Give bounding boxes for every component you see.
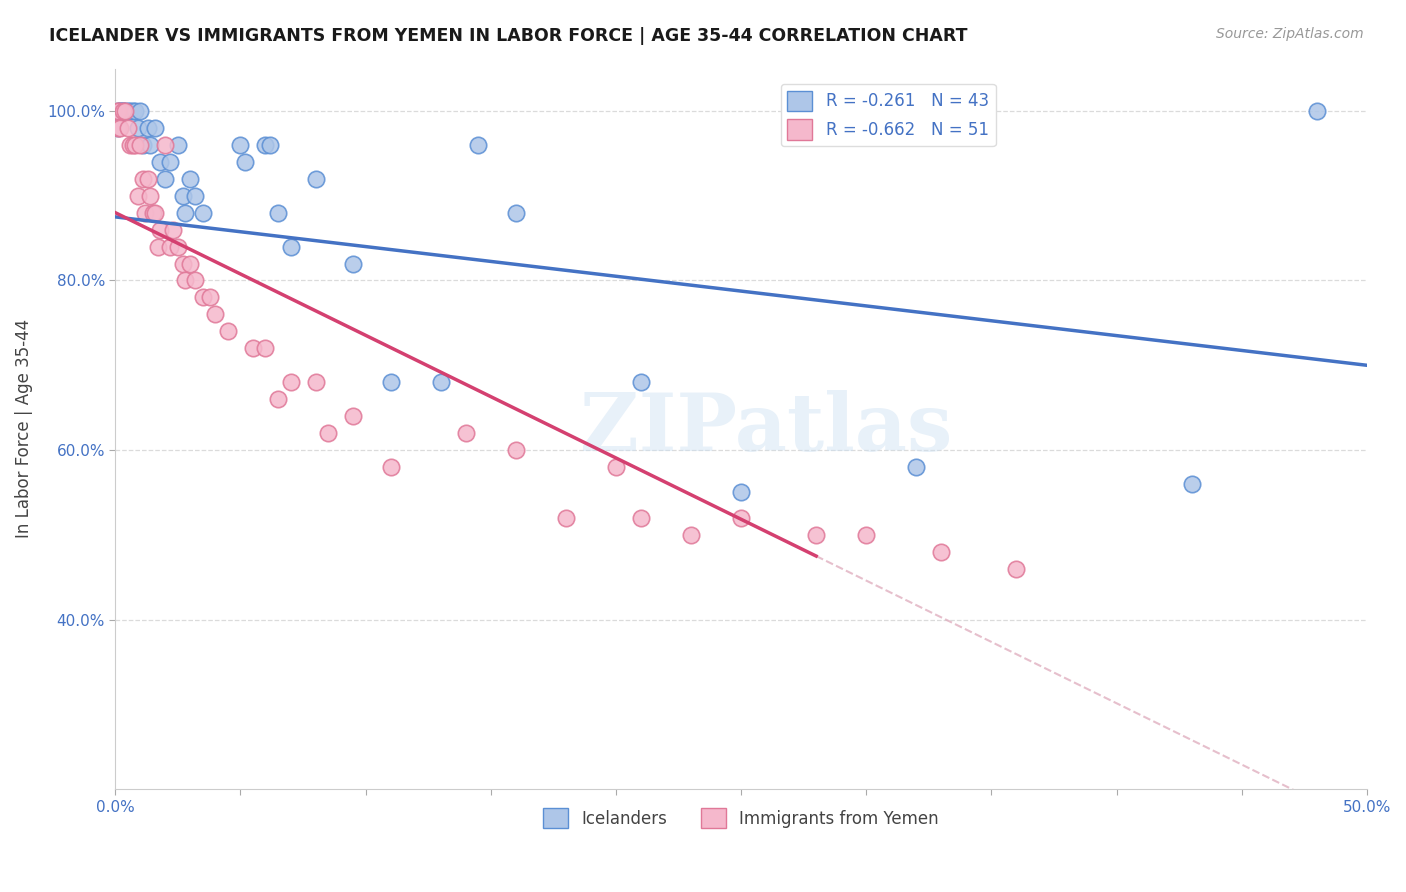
Point [111,103,134,118]
Point [146,239,169,253]
Point [235,154,257,169]
Point [905,460,928,475]
Point [107,120,129,135]
Point [127,120,149,135]
Point [259,137,281,152]
Point [172,256,194,270]
Point [730,485,752,500]
Point [1005,562,1028,576]
Point [120,103,142,118]
Point [136,120,159,135]
Point [730,511,752,525]
Point [127,188,149,202]
Point [174,273,197,287]
Point [167,137,190,152]
Point [467,137,489,152]
Point [554,511,576,525]
Point [630,511,652,525]
Point [136,171,159,186]
Point [114,103,136,118]
Text: ZIPatlas: ZIPatlas [579,390,952,468]
Point [184,273,207,287]
Point [134,205,156,219]
Point [139,137,162,152]
Point [129,103,152,118]
Point [124,137,146,152]
Point [679,528,702,542]
Point [267,392,290,407]
Point [929,545,952,559]
Text: Source: ZipAtlas.com: Source: ZipAtlas.com [1216,27,1364,41]
Point [191,205,214,219]
Point [114,103,136,118]
Point [120,137,142,152]
Point [204,307,226,321]
Point [304,376,326,390]
Point [139,188,162,202]
Point [174,205,197,219]
Point [143,205,166,219]
Point [380,376,402,390]
Point [155,171,177,186]
Y-axis label: In Labor Force | Age 35-44: In Labor Force | Age 35-44 [15,319,32,539]
Point [280,239,302,253]
Point [162,222,184,236]
Point [254,341,277,355]
Point [155,137,177,152]
Point [110,103,132,118]
Point [149,222,172,236]
Point [117,103,139,118]
Point [142,205,165,219]
Point [217,324,239,338]
Point [804,528,827,542]
Point [380,460,402,475]
Point [316,426,339,441]
Point [605,460,627,475]
Point [159,154,181,169]
Point [630,376,652,390]
Point [132,171,155,186]
Point [454,426,477,441]
Point [167,239,190,253]
Point [254,137,277,152]
Point [107,120,129,135]
Point [121,103,143,118]
Point [117,120,139,135]
Point [111,103,134,118]
Point [149,154,172,169]
Point [267,205,290,219]
Point [129,137,152,152]
Point [1306,103,1329,118]
Point [132,137,155,152]
Point [124,103,146,118]
Point [110,103,132,118]
Point [304,171,326,186]
Point [179,171,201,186]
Point [200,290,222,304]
Point [110,120,132,135]
Point [505,205,527,219]
Point [342,409,364,424]
Point [184,188,207,202]
Point [1181,477,1204,491]
Point [107,103,129,118]
Point [280,376,302,390]
Point [505,443,527,458]
Text: ICELANDER VS IMMIGRANTS FROM YEMEN IN LABOR FORCE | AGE 35-44 CORRELATION CHART: ICELANDER VS IMMIGRANTS FROM YEMEN IN LA… [49,27,967,45]
Point [159,239,181,253]
Point [172,188,194,202]
Point [121,137,143,152]
Point [229,137,252,152]
Point [342,256,364,270]
Point [429,376,451,390]
Point [143,120,166,135]
Point [855,528,877,542]
Point [191,290,214,304]
Point [179,256,201,270]
Point [111,103,134,118]
Point [107,103,129,118]
Point [242,341,264,355]
Legend: Icelanders, Immigrants from Yemen: Icelanders, Immigrants from Yemen [537,801,945,835]
Point [107,103,129,118]
